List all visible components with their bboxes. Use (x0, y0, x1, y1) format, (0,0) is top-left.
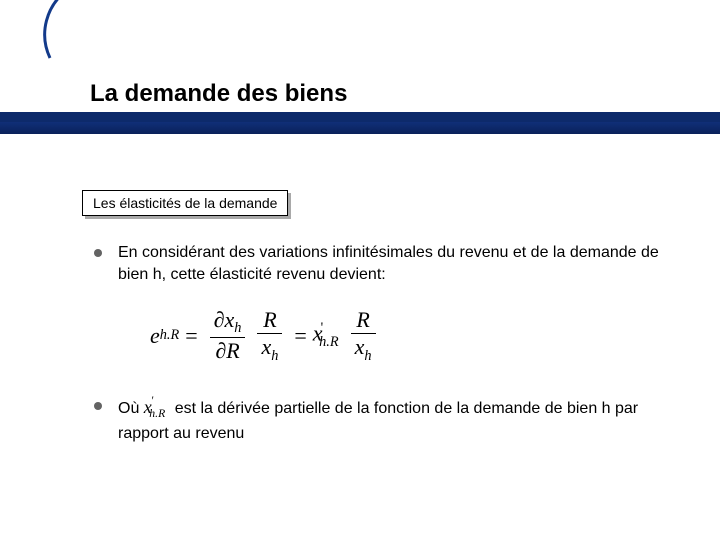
sub-hr: h.R (149, 407, 165, 420)
fraction-1: ∂xh ∂R (210, 307, 246, 365)
fraction-2-num: R (259, 307, 280, 333)
bullet-suffix: est la dérivée partielle de la fonction … (118, 400, 638, 442)
partial-symbol: ∂ (215, 338, 226, 363)
formula: eh.R = ∂xh ∂R R xh = x'h.R (90, 307, 660, 365)
sub-h: h (234, 320, 241, 336)
var-r: R (226, 338, 239, 363)
equals-sign: = (185, 323, 197, 349)
page-title: La demande des biens (90, 80, 660, 112)
fraction-1-num: ∂xh (210, 307, 246, 338)
sub-hr: h.R (319, 334, 338, 350)
fraction-3-num: R (352, 307, 373, 333)
var-x: x (225, 307, 235, 332)
decorative-arc (40, 0, 140, 60)
formula-lhs-base: e (150, 323, 160, 349)
subtitle-box: Les élasticités de la demande (82, 190, 288, 216)
sub-h: h (364, 348, 371, 364)
slide: La demande des biens Les élasticités de … (0, 0, 720, 540)
fraction-3: R xh (351, 307, 376, 365)
equals-sign: = (294, 323, 306, 349)
title-underline-bar (0, 112, 720, 134)
bullet-list: En considérant des variations infinitési… (90, 242, 660, 445)
fraction-1-den: ∂R (211, 338, 243, 364)
var-x: x (261, 334, 271, 359)
inline-math: x'h.R (144, 397, 175, 417)
bullet-item: Où x'h.R est la dérivée partielle de la … (90, 395, 660, 445)
fraction-3-den: xh (351, 334, 376, 365)
var-x: x (355, 334, 365, 359)
prime: ' (151, 394, 154, 407)
bullet-item: En considérant des variations infinitési… (90, 242, 660, 287)
sub-h: h (271, 348, 278, 364)
title-block: La demande des biens (90, 80, 660, 112)
rhs-term: x'h.R (313, 320, 345, 351)
formula-lhs-sub: h.R (160, 327, 179, 344)
bullet-prefix: Où (118, 400, 144, 417)
fraction-2-den: xh (257, 334, 282, 365)
bullet-text: En considérant des variations infinitési… (118, 244, 659, 283)
fraction-2: R xh (257, 307, 282, 365)
partial-symbol: ∂ (214, 307, 225, 332)
